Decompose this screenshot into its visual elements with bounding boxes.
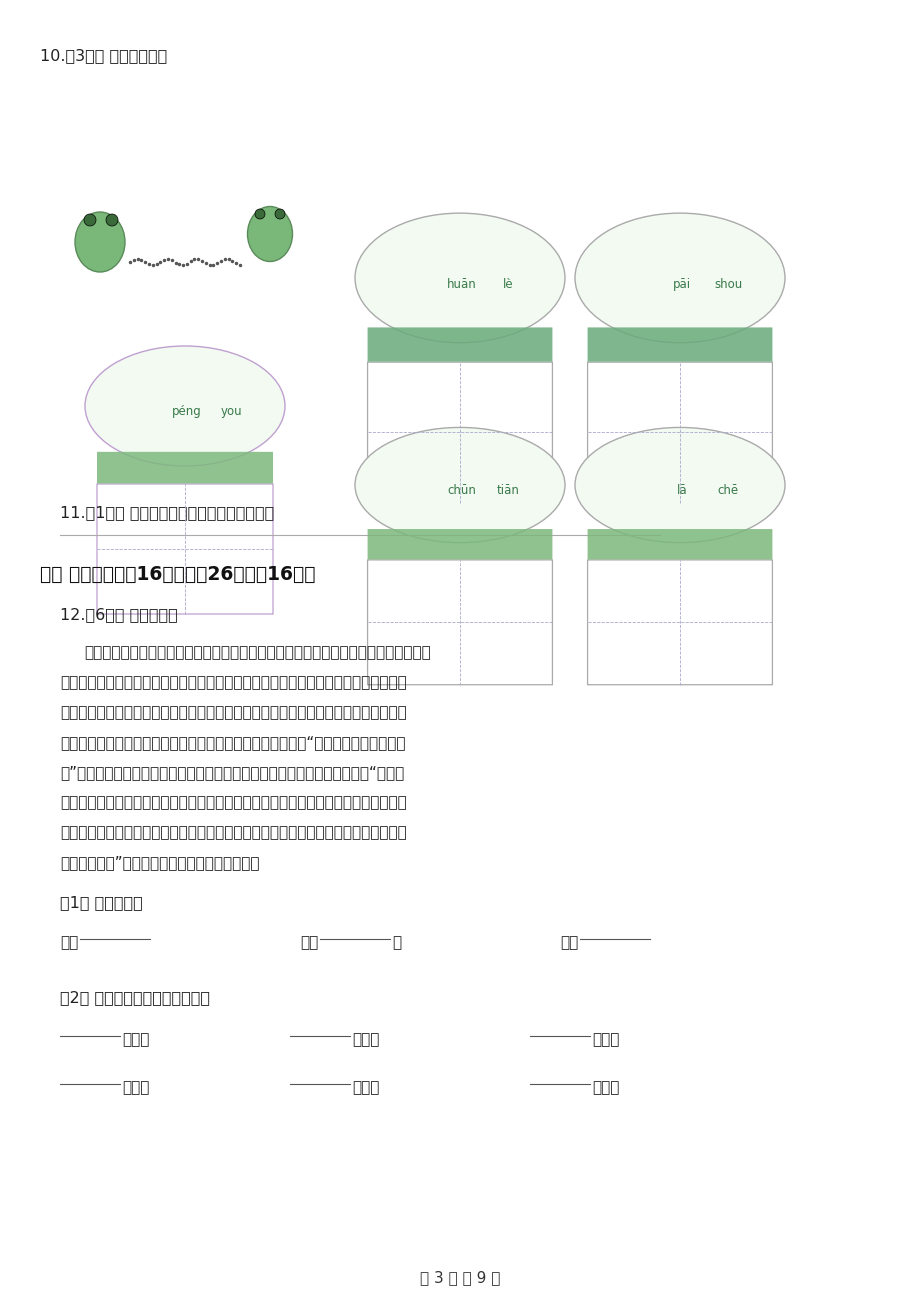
FancyBboxPatch shape xyxy=(368,327,551,362)
Text: 的意境: 的意境 xyxy=(122,1079,149,1095)
FancyBboxPatch shape xyxy=(587,362,772,503)
Text: 在，世上有成千上万贵族，将来还会有贵族成千上万。而贝多芬，无论现在和将来，都: 在，世上有成千上万贵族，将来还会有贵族成千上万。而贝多芬，无论现在和将来，都 xyxy=(60,825,406,840)
Text: 地责骂: 地责骂 xyxy=(591,1079,618,1095)
Text: pāi: pāi xyxy=(673,277,690,290)
Text: 的音乐: 的音乐 xyxy=(122,1032,149,1047)
FancyBboxPatch shape xyxy=(587,529,772,560)
Text: 不懂什么音乐，却硬要参与各种音乐场合。有一次，贝多芬在演奏《月光奏鸣曲》时，: 不懂什么音乐，却硬要参与各种音乐场合。有一次，贝多芬在演奏《月光奏鸣曲》时， xyxy=(60,674,406,690)
FancyBboxPatch shape xyxy=(368,362,551,503)
Text: 只有我一个！”说完，贝多芬气愤地离开了会场。: 只有我一个！”说完，贝多芬气愤地离开了会场。 xyxy=(60,855,259,870)
Text: （2） 在括号里填上合适的词语。: （2） 在括号里填上合适的词语。 xyxy=(60,990,210,1005)
Text: 的血统: 的血统 xyxy=(352,1032,379,1047)
Text: lā: lā xyxy=(676,484,686,497)
Text: 10.（3分） 看拼音写词语: 10.（3分） 看拼音写词语 xyxy=(40,48,167,62)
Text: chē: chē xyxy=(717,484,738,497)
FancyBboxPatch shape xyxy=(96,452,273,483)
Ellipse shape xyxy=(75,212,125,272)
Circle shape xyxy=(84,214,96,227)
Text: 人们在静静地欣赏这如诗如画的音乐，沉醉在梦幻般优雅舒畅的意境之中。突然有一个: 人们在静静地欣赏这如诗如画的音乐，沉醉在梦幻般优雅舒畅的意境之中。突然有一个 xyxy=(60,704,406,720)
Text: lè: lè xyxy=(503,277,513,290)
Ellipse shape xyxy=(355,214,564,342)
Text: 11.（1分） 重阳节在哪一天，都有哪些活动？: 11.（1分） 重阳节在哪一天，都有哪些活动？ xyxy=(60,505,274,519)
Circle shape xyxy=(255,210,265,219)
Text: 第 3 页 共 9 页: 第 3 页 共 9 页 xyxy=(419,1269,500,1285)
Ellipse shape xyxy=(247,207,292,262)
Circle shape xyxy=(275,210,285,219)
Text: shou: shou xyxy=(713,277,742,290)
Ellipse shape xyxy=(85,346,285,466)
Text: （1） 写反义词。: （1） 写反义词。 xyxy=(60,894,142,910)
Text: 厉声: 厉声 xyxy=(560,935,578,950)
Text: you: you xyxy=(220,405,242,418)
FancyBboxPatch shape xyxy=(587,327,772,362)
Text: 下，你之所以会成为贵族，完全是凭借你高贵的血统，而我，靠的是我自己的努力。现: 下，你之所以会成为贵族，完全是凭借你高贵的血统，而我，靠的是我自己的努力。现 xyxy=(60,796,406,810)
FancyBboxPatch shape xyxy=(587,560,772,685)
Text: 在演奏乐曲的时候，贝多芬更是不允许被打扰，尤其是一些附庚风雅的贵族，他们根本: 在演奏乐曲的时候，贝多芬更是不允许被打扰，尤其是一些附庚风雅的贵族，他们根本 xyxy=(84,644,430,660)
Circle shape xyxy=(106,214,118,227)
Text: chūn: chūn xyxy=(448,484,476,497)
Ellipse shape xyxy=(574,214,784,342)
Text: 四、 阅读拓展。（16分）（全26题；全16分）: 四、 阅读拓展。（16分）（全26题；全16分） xyxy=(40,565,315,585)
Text: péng: péng xyxy=(172,405,201,418)
FancyBboxPatch shape xyxy=(368,560,551,685)
Text: huān: huān xyxy=(447,277,476,290)
FancyBboxPatch shape xyxy=(368,529,551,560)
Text: ！”一个亲王看到这贵族非常难堪，出来勝解，贝多芬毫不相让，对亲王说：“亲王阁: ！”一个亲王看到这贵族非常难堪，出来勝解，贝多芬毫不相让，对亲王说：“亲王阁 xyxy=(60,766,403,780)
Text: 12.（6分） 现代文阅读: 12.（6分） 现代文阅读 xyxy=(60,607,177,622)
Text: 喜哮: 喜哮 xyxy=(300,935,318,950)
FancyBboxPatch shape xyxy=(96,484,273,615)
Text: 贵族大声嗧哮起来，贝多芬立刻停止了演奏，并厉声责骂道：“我决不给这样的人演奏: 贵族大声嗧哮起来，贝多芬立刻停止了演奏，并厉声责骂道：“我决不给这样的人演奏 xyxy=(60,736,405,750)
Text: 高贵: 高贵 xyxy=(60,935,78,950)
Text: tiān: tiān xyxy=(496,484,519,497)
Ellipse shape xyxy=(355,427,564,543)
Text: ；: ； xyxy=(391,935,401,950)
Ellipse shape xyxy=(574,427,784,543)
Text: 的贵族: 的贵族 xyxy=(352,1079,379,1095)
Text: 地欣赏: 地欣赏 xyxy=(591,1032,618,1047)
